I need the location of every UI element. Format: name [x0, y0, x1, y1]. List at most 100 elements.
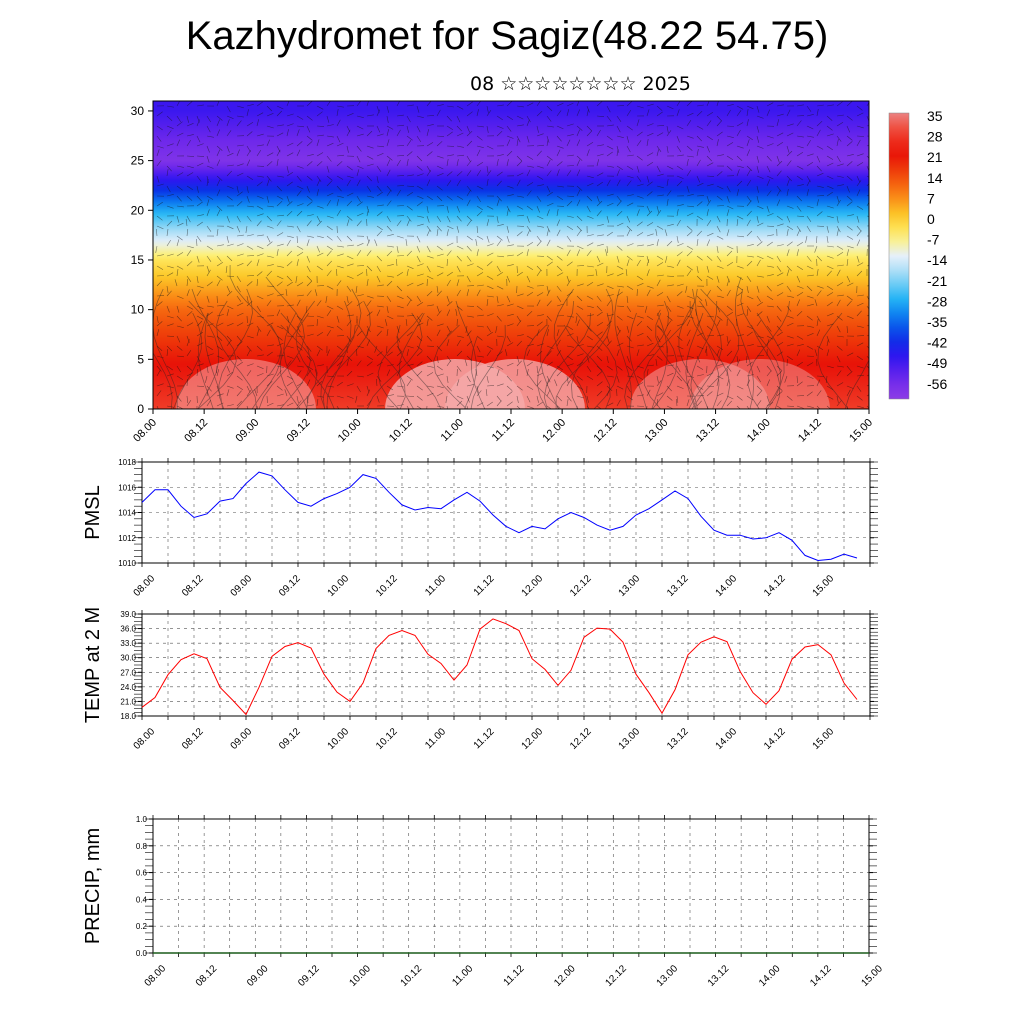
x-tick-label: 08.00 [131, 417, 159, 445]
chart-subtitle: 08 ☆☆☆☆☆☆☆☆ 2025 [470, 73, 691, 95]
x-tick-label: 08.12 [180, 726, 206, 752]
panel-frame [141, 461, 871, 564]
colorbar-label: 7 [927, 190, 935, 206]
x-tick-label: 11.12 [472, 573, 497, 598]
series-line [141, 618, 858, 716]
x-tick-label: 14.00 [745, 417, 773, 445]
x-tick-label: 08.12 [194, 963, 220, 989]
y-tick-label: 0 [137, 402, 144, 416]
y-tick-label: 15 [131, 253, 145, 267]
x-tick-label: 13.12 [665, 573, 691, 599]
x-tick-label: 09.12 [296, 963, 322, 989]
y-tick-label: 5 [137, 352, 144, 366]
y-tick-label: 33.0 [120, 639, 136, 648]
x-tick-label: 13.00 [617, 726, 643, 752]
wind-field [155, 101, 869, 409]
colorbar-label: -49 [927, 355, 947, 371]
x-tick-label: 10.00 [336, 417, 364, 445]
y-tick-label: 1018 [118, 458, 136, 467]
y-tick-label: 0.2 [136, 922, 148, 931]
y-tick-label: 10 [131, 303, 145, 317]
y-tick-label: 0.8 [136, 842, 148, 851]
y-tick-label: 20 [131, 203, 145, 217]
x-tick-label: 11.12 [472, 726, 497, 751]
x-tick-label: 09.12 [277, 726, 303, 752]
warm-blob [445, 359, 585, 409]
y-tick-label: 27.0 [120, 668, 136, 677]
x-tick-label: 14.12 [808, 963, 834, 989]
chart-precip-mm: 0.0 0.2 0.4 0.6 0.8 1.0 08.00 08.12 09.00 09.12 10… [82, 815, 885, 989]
y-tick-label: 25 [131, 154, 145, 168]
x-tick-label: 09.12 [277, 573, 303, 599]
series-line [141, 471, 858, 562]
y-tick-label: 30 [131, 104, 145, 118]
colorbar-label: -14 [927, 252, 947, 268]
y-tick-label: 18.0 [120, 712, 136, 721]
colorbar-label: -21 [927, 273, 947, 289]
x-tick-label: 11.12 [490, 417, 517, 444]
x-tick-label: 15.00 [847, 417, 875, 445]
y-tick-label: 21.0 [120, 697, 136, 706]
x-tick-label: 11.00 [423, 726, 448, 751]
x-tick-label: 12.00 [540, 417, 568, 445]
x-tick-label: 11.00 [423, 573, 448, 598]
colorbar-label: 21 [927, 149, 943, 165]
y-tick-label: 1016 [118, 483, 136, 492]
x-tick-label: 11.12 [502, 963, 527, 988]
chart-title: Kazhydromet for Sagiz(48.22 54.75) [185, 14, 829, 58]
colorbar-label: 28 [927, 129, 943, 145]
y-axis-label: PRECIP, mm [82, 828, 104, 944]
y-tick-label: 0.4 [136, 895, 148, 904]
y-tick-label: 1010 [118, 559, 136, 568]
x-tick-label: 12.12 [568, 726, 594, 752]
y-axis-label: TEMP at 2 M [82, 607, 104, 723]
x-tick-label: 11.00 [450, 963, 475, 988]
y-tick-label: 1012 [118, 534, 136, 543]
y-tick-label: 0.0 [136, 949, 148, 958]
heating-blobs [176, 359, 830, 409]
y-tick-label: 36.0 [120, 625, 136, 634]
x-tick-label: 13.12 [694, 417, 722, 445]
x-tick-label: 14.00 [714, 726, 740, 752]
x-tick-label: 08.00 [143, 963, 169, 989]
y-axis-label: PMSL [82, 485, 104, 539]
x-tick-label: 12.00 [552, 963, 578, 989]
x-tick-label: 14.12 [762, 726, 788, 752]
y-tick-label: 1014 [118, 509, 136, 518]
panel-frame [141, 613, 871, 717]
warm-blob [630, 359, 770, 409]
x-tick-label: 12.12 [568, 573, 594, 599]
x-tick-label: 08.00 [132, 726, 158, 752]
colorbar-label: -7 [927, 232, 940, 248]
x-tick-label: 10.12 [374, 726, 400, 752]
colorbar-label: -56 [927, 376, 947, 392]
warm-blob [176, 359, 316, 409]
colorbar-label: -35 [927, 314, 947, 330]
chart-temp-at-2-m: 18.0 21.0 24.0 27.0 30.0 33.0 36.0 39.0 08.00 08.… [82, 607, 878, 752]
x-tick-label: 14.12 [796, 417, 824, 445]
streamlines [153, 265, 869, 409]
x-tick-label: 13.12 [665, 726, 691, 752]
y-tick-label: 39.0 [120, 610, 136, 619]
x-tick-label: 12.12 [591, 417, 619, 445]
y-tick-label: 1.0 [136, 815, 148, 824]
x-tick-label: 13.00 [643, 417, 671, 445]
x-tick-label: 15.00 [859, 963, 885, 989]
x-tick-label: 09.00 [233, 417, 261, 445]
x-tick-label: 10.12 [374, 573, 400, 599]
y-tick-label: 24.0 [120, 683, 136, 692]
y-tick-label: 30.0 [120, 654, 136, 663]
colorbar-label: -42 [927, 335, 947, 351]
x-tick-label: 14.00 [714, 573, 740, 599]
x-tick-label: 11.00 [439, 417, 466, 444]
x-tick-label: 10.00 [347, 963, 373, 989]
chart-pmsl: 1010 1012 1014 1016 1018 08.00 08.12 09.00 09.12… [82, 458, 878, 599]
x-tick-label: 08.12 [180, 573, 206, 599]
y-tick-label: 0.6 [136, 869, 148, 878]
x-tick-label: 09.00 [245, 963, 271, 989]
colorbar [888, 112, 910, 400]
x-tick-label: 10.00 [326, 573, 352, 599]
x-tick-label: 14.12 [762, 573, 788, 599]
x-tick-label: 09.00 [229, 573, 255, 599]
